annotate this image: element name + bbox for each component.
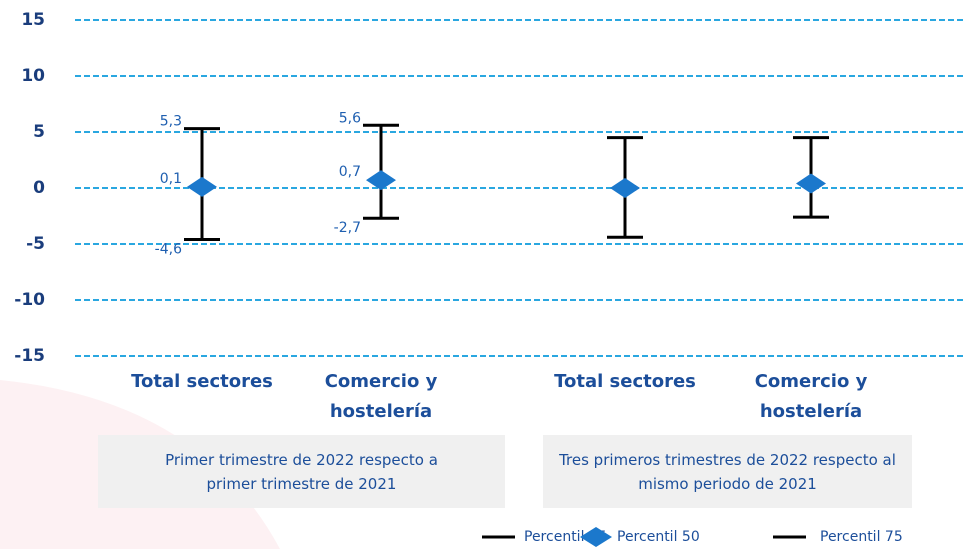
category-label: Total sectores [131,371,273,392]
median-marker [796,173,826,194]
y-tick-label: 10 [21,66,45,86]
legend-label: Percentil 50 [617,529,700,545]
value-label: 5,6 [339,110,361,126]
y-tick-label: 0 [33,178,45,198]
category-label: Total sectores [554,371,696,392]
value-label: 5,3 [160,114,182,130]
y-tick-label: 15 [21,10,45,30]
y-tick-label: -15 [14,346,45,366]
value-label: -4,6 [155,242,182,258]
category-label: Comercio y hostelería [324,371,438,422]
group-label: Tres primeros trimestres de 2022 respect… [543,435,912,508]
value-label: 0,1 [160,171,182,187]
y-tick-label: -5 [26,234,45,254]
legend-label: Percentil 75 [820,529,903,545]
category-label: Comercio y hostelería [754,371,868,422]
y-tick-label: 5 [33,122,45,142]
legend-marker [580,527,612,547]
legend-label: Percentil 25 [524,529,607,545]
y-tick-label: -10 [14,290,45,310]
median-marker [187,176,217,197]
median-marker [366,170,396,191]
median-marker [610,178,640,198]
value-label: 0,7 [339,164,361,180]
group-label: Primer trimestre de 2022 respecto a prim… [98,435,505,508]
value-label: -2,7 [334,220,361,236]
